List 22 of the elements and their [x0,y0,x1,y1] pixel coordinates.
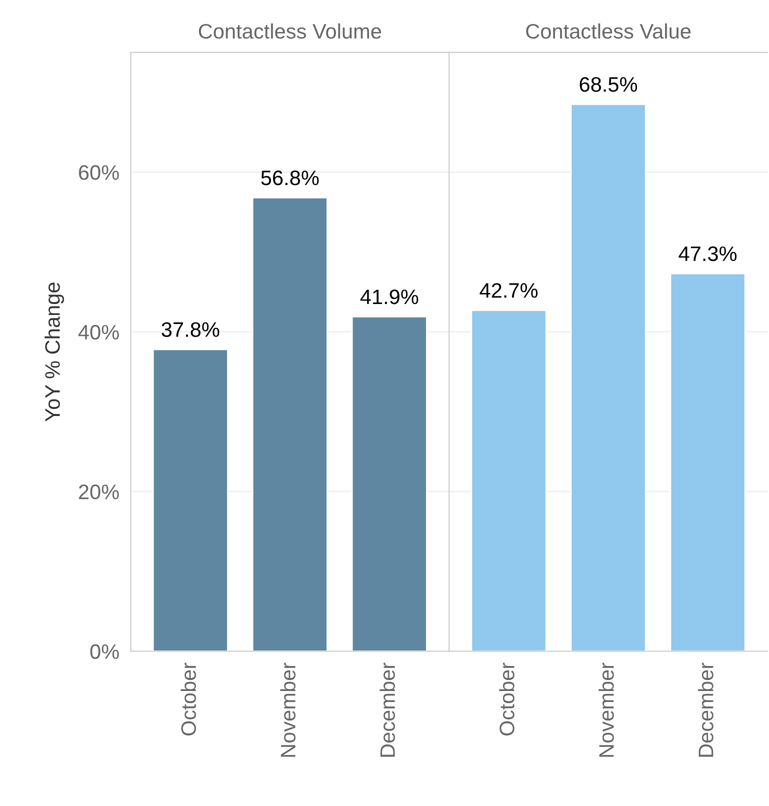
bar [351,316,428,652]
text: 47.3% [678,246,737,262]
bar [252,197,328,652]
y-axis-title: YoY % Change [44,282,64,422]
text: 42.7% [480,283,538,298]
x-tick-label: December [380,662,395,757]
chart-title: Contactless Value [526,23,691,39]
x-tick-label: December [698,662,714,757]
y-tick-label: 40% [78,324,119,340]
x-tick-label: October [180,662,196,736]
y-tick-label: 60% [78,165,119,180]
text: 56.8% [261,170,319,186]
chart-title: Contactless Volume [198,23,382,39]
y-tick-label: 20% [78,484,119,500]
y-tick-label: 0% [90,644,119,659]
text: 37.8% [162,322,220,337]
x-tick-label: October [499,662,514,736]
text: 41.9% [360,289,418,304]
x-tick-label: November [280,662,296,757]
x-tick-label: November [598,662,614,757]
bar [152,348,228,652]
text: 68.5% [580,77,638,92]
